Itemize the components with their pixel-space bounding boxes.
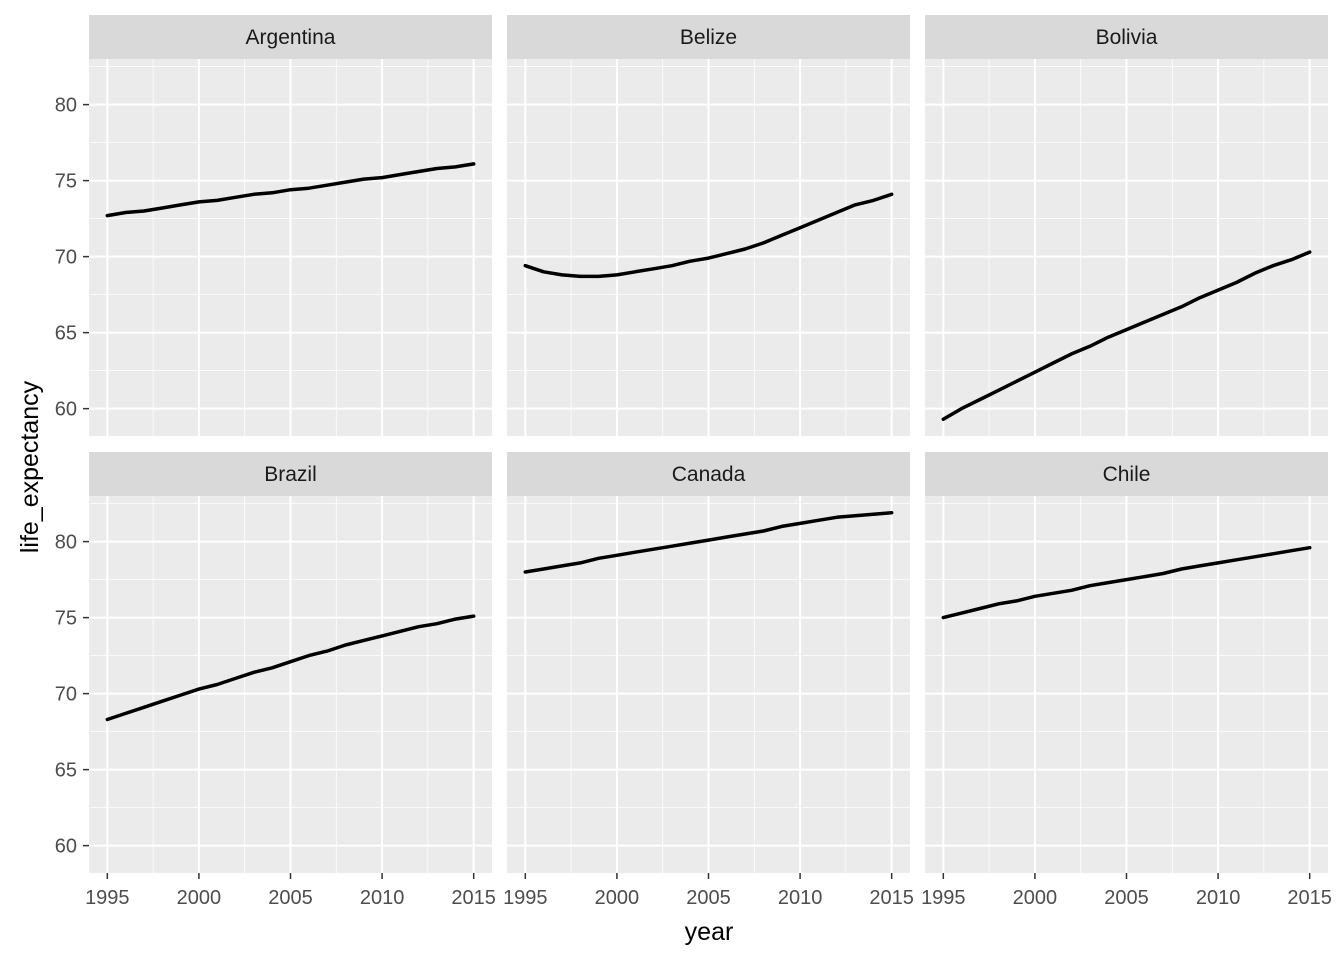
facet-panel-canada: Canada <box>507 452 910 873</box>
y-tick-label: 80 <box>55 532 77 554</box>
facet-panels: Argentina Belize Bolivia Brazil Canada Chile <box>89 15 1328 873</box>
facet-strip-label: Argentina <box>246 26 336 49</box>
facet-strip-label: Brazil <box>264 463 317 486</box>
x-tick-label: 2000 <box>1013 887 1058 909</box>
facet-strip <box>89 15 492 59</box>
y-tick-label: 60 <box>55 836 77 858</box>
x-tick-label: 2000 <box>595 887 640 909</box>
facet-strip <box>507 452 910 496</box>
facet-strip <box>89 452 492 496</box>
series-line-argentina <box>105 162 476 218</box>
x-tick-label: 2010 <box>1196 887 1241 909</box>
x-axis-title: year <box>685 918 734 946</box>
facet-strip-label: Canada <box>672 463 746 486</box>
facet-strip <box>925 452 1328 496</box>
x-tick-label: 2005 <box>1104 887 1149 909</box>
x-tick-label: 1995 <box>85 887 130 909</box>
facet-strip <box>507 15 910 59</box>
facet-panel-argentina: Argentina <box>89 15 492 436</box>
y-tick-label: 65 <box>55 760 77 782</box>
x-tick-label: 2015 <box>451 887 496 909</box>
series-line-chile <box>941 545 1312 620</box>
facet-panel-chile: Chile <box>925 452 1328 873</box>
facet-strip-label: Bolivia <box>1096 26 1158 49</box>
facet-strip-label: Chile <box>1103 463 1151 486</box>
y-tick-label: 70 <box>55 247 77 269</box>
facet-panel-bolivia: Bolivia <box>925 15 1328 436</box>
facet-panel-belize: Belize <box>507 15 910 436</box>
x-tick-label: 2010 <box>778 887 823 909</box>
series-line-bolivia <box>941 250 1312 422</box>
facet-strip <box>925 15 1328 59</box>
y-axis-title: life_expectancy <box>16 380 44 553</box>
x-tick-label: 1995 <box>503 887 548 909</box>
x-tick-label: 2000 <box>177 887 222 909</box>
series-line-canada <box>523 510 894 574</box>
y-tick-label: 60 <box>55 399 77 421</box>
axes: 60 65 70 75 80 60 65 70 75 80 1995 2000 2005 2010 2015… <box>55 95 1332 909</box>
x-tick-label: 2015 <box>1287 887 1332 909</box>
series-line-belize <box>523 192 894 279</box>
y-tick-label: 70 <box>55 684 77 706</box>
y-tick-label: 75 <box>55 608 77 630</box>
series-line-brazil <box>105 614 476 722</box>
y-tick-label: 65 <box>55 323 77 345</box>
x-tick-label: 2015 <box>869 887 914 909</box>
y-tick-label: 75 <box>55 171 77 193</box>
x-tick-label: 2005 <box>686 887 731 909</box>
x-tick-label: 2005 <box>268 887 313 909</box>
x-tick-label: 2010 <box>360 887 405 909</box>
x-tick-label: 1995 <box>921 887 966 909</box>
facet-panel-brazil: Brazil <box>89 452 492 873</box>
y-tick-label: 80 <box>55 95 77 117</box>
facet-strip-label: Belize <box>680 26 737 49</box>
